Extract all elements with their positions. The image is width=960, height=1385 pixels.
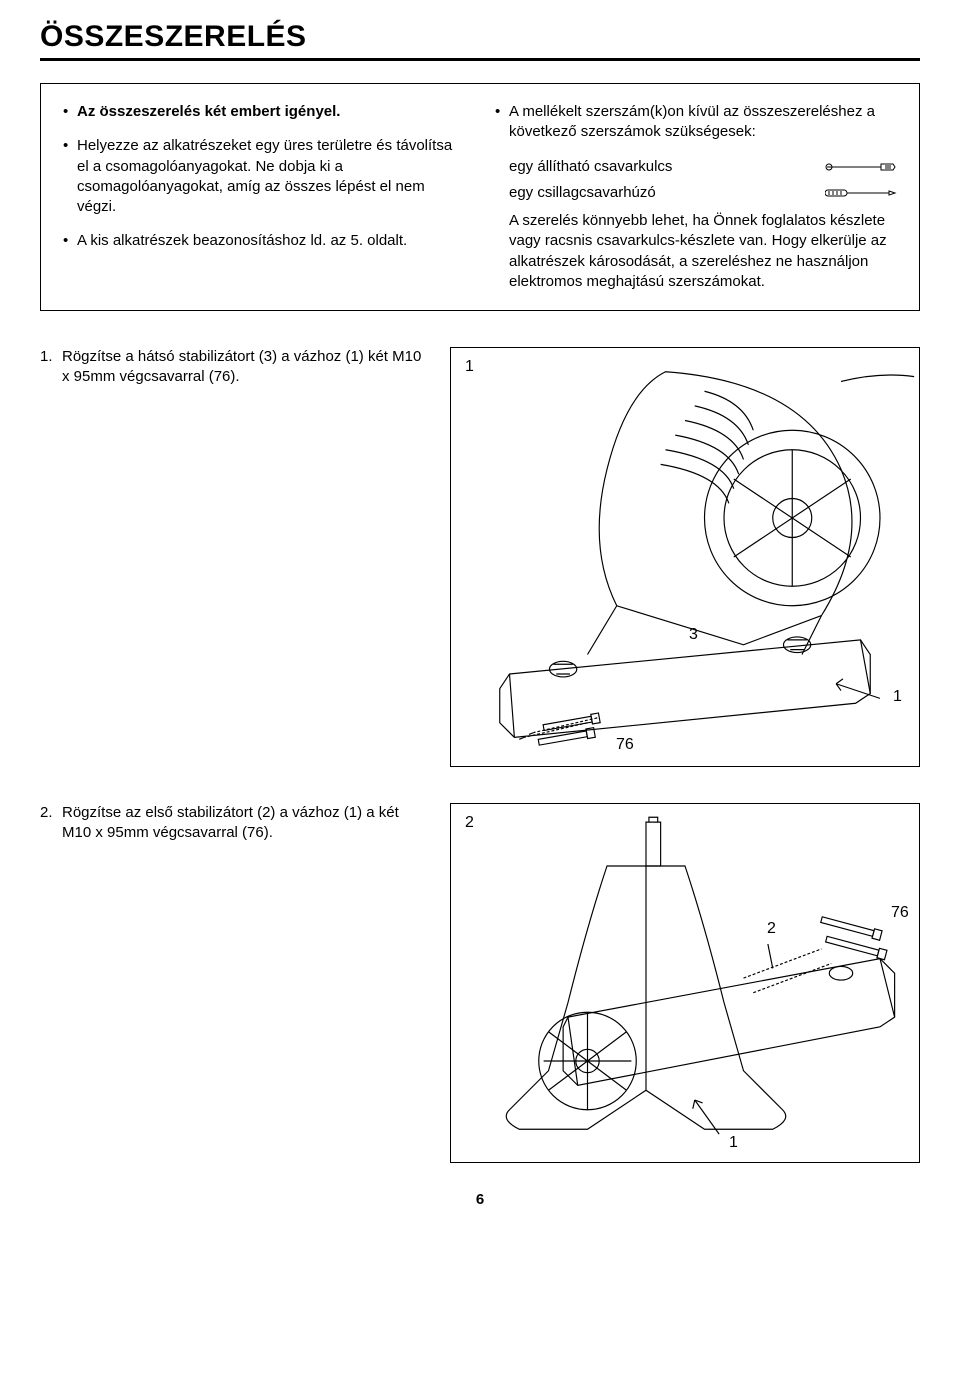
page-title: ÖSSZESZERELÉS <box>40 20 920 54</box>
bullet-text: A mellékelt szerszám(k)on kívül az össze… <box>509 102 897 143</box>
diagram-label: 76 <box>891 904 909 922</box>
step-number: 2. <box>40 803 62 844</box>
bullet-dot: • <box>63 231 77 251</box>
tool-label: egy csillagcsavarhúzó <box>509 183 656 203</box>
diagram-box-2: 2 <box>450 803 920 1163</box>
bullet-dot: • <box>63 136 77 217</box>
bullet-dot: • <box>63 102 77 122</box>
diagram-svg-1 <box>451 348 919 766</box>
bullet-item: • A mellékelt szerszám(k)on kívül az öss… <box>495 102 897 143</box>
diagram-label: 2 <box>465 814 474 832</box>
title-divider <box>40 58 920 61</box>
step-text: 2. Rögzítse az első stabilizátort (2) a … <box>40 803 430 844</box>
diagram-label: 1 <box>893 688 902 706</box>
info-box: • Az összeszerelés két embert igényel. •… <box>40 83 920 311</box>
bullet-item: • Az összeszerelés két embert igényel. <box>63 102 465 122</box>
bullet-item: • Helyezze az alkatrészeket egy üres ter… <box>63 136 465 217</box>
screwdriver-icon <box>825 188 897 198</box>
step-text: 1. Rögzítse a hátsó stabilizátort (3) a … <box>40 347 430 388</box>
diagram-label: 1 <box>729 1134 738 1152</box>
diagram-label: 1 <box>465 358 474 376</box>
bullet-text: Helyezze az alkatrészeket egy üres terül… <box>77 136 465 217</box>
diagram-svg-2 <box>451 804 919 1162</box>
tool-line: egy csillagcsavarhúzó <box>509 183 897 203</box>
page-number: 6 <box>40 1191 920 1208</box>
step-body: Rögzítse a hátsó stabilizátort (3) a váz… <box>62 347 430 388</box>
tool-line: egy állítható csavarkulcs <box>509 157 897 177</box>
tool-paragraph: A szerelés könnyebb lehet, ha Önnek fogl… <box>509 211 897 292</box>
step-row-1: 1. Rögzítse a hátsó stabilizátort (3) a … <box>40 347 920 767</box>
bullet-item: • A kis alkatrészek beazonosításhoz ld. … <box>63 231 465 251</box>
info-left-column: • Az összeszerelés két embert igényel. •… <box>63 102 465 292</box>
step-body: Rögzítse az első stabilizátort (2) a váz… <box>62 803 430 844</box>
bullet-text: A kis alkatrészek beazonosításhoz ld. az… <box>77 231 465 251</box>
step-row-2: 2. Rögzítse az első stabilizátort (2) a … <box>40 803 920 1163</box>
bullet-dot: • <box>495 102 509 143</box>
diagram-box-1: 1 <box>450 347 920 767</box>
diagram-label: 3 <box>689 626 698 644</box>
wrench-icon <box>825 161 897 173</box>
info-right-column: • A mellékelt szerszám(k)on kívül az öss… <box>495 102 897 292</box>
step-number: 1. <box>40 347 62 388</box>
tool-label: egy állítható csavarkulcs <box>509 157 672 177</box>
bullet-text: Az összeszerelés két embert igényel. <box>77 102 465 122</box>
diagram-label: 2 <box>767 920 776 938</box>
diagram-label: 76 <box>616 736 634 754</box>
